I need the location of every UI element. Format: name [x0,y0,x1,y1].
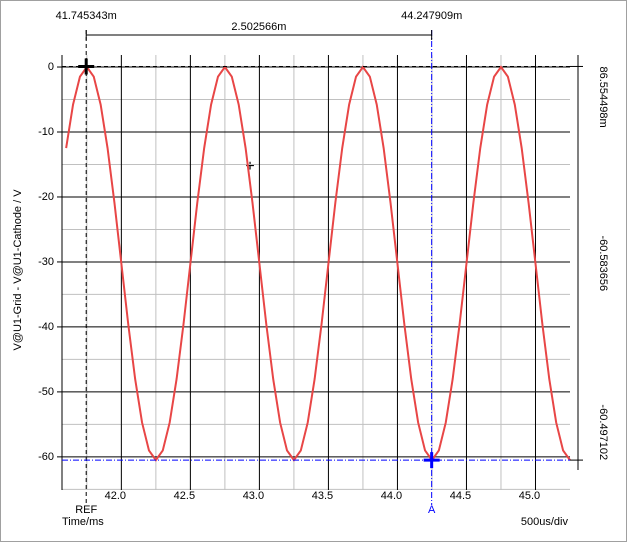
x-tick-label: 44.5 [450,490,471,502]
y-tick-label: 0 [48,61,54,73]
x-tick-label: 42.0 [105,490,126,502]
y-tick-label: -60 [38,451,54,463]
y-tick-label: -50 [38,386,54,398]
cursor-y-label: 86.554498m [597,66,609,127]
x-axis-label: Time/ms [62,516,104,528]
delta-x-label: 2.502566m [231,21,286,33]
delta-y-label: -60.583656 [597,235,609,291]
y-tick-label: -30 [38,256,54,268]
x-tick-label: 43.5 [312,490,333,502]
x-scale-label: 500us/div [521,516,569,528]
x-tick-label: 44.0 [381,490,402,502]
x-tick-label: 43.0 [243,490,264,502]
delta-bracket [85,30,433,40]
cursor-name: A [428,504,436,516]
cursor-name: REF [75,504,97,516]
y-axis-label: V@U1-Grid - V@U1-Cathode / V [12,189,24,351]
mouse-crosshair: + [245,158,254,175]
x-tick-label: 45.0 [519,490,540,502]
x-tick-label: 42.5 [174,490,195,502]
waveform [65,65,571,462]
y-tick-label: -10 [38,126,54,138]
cursor-marker [78,58,95,75]
delta-y-label-group: -60.583656 [597,235,609,291]
y-tick-label: -40 [38,321,54,333]
cursor-x-label: 41.745343m [56,10,117,22]
cursor-y-label: -60.497102 [597,404,609,460]
cursor-y-label-group: 86.554498m [597,66,609,127]
cursor-y-label-group: -60.497102 [597,404,609,460]
cursor-x-label: 44.247909m [401,10,462,22]
cursor-marker [423,452,440,469]
y-tick-label: -20 [38,191,54,203]
